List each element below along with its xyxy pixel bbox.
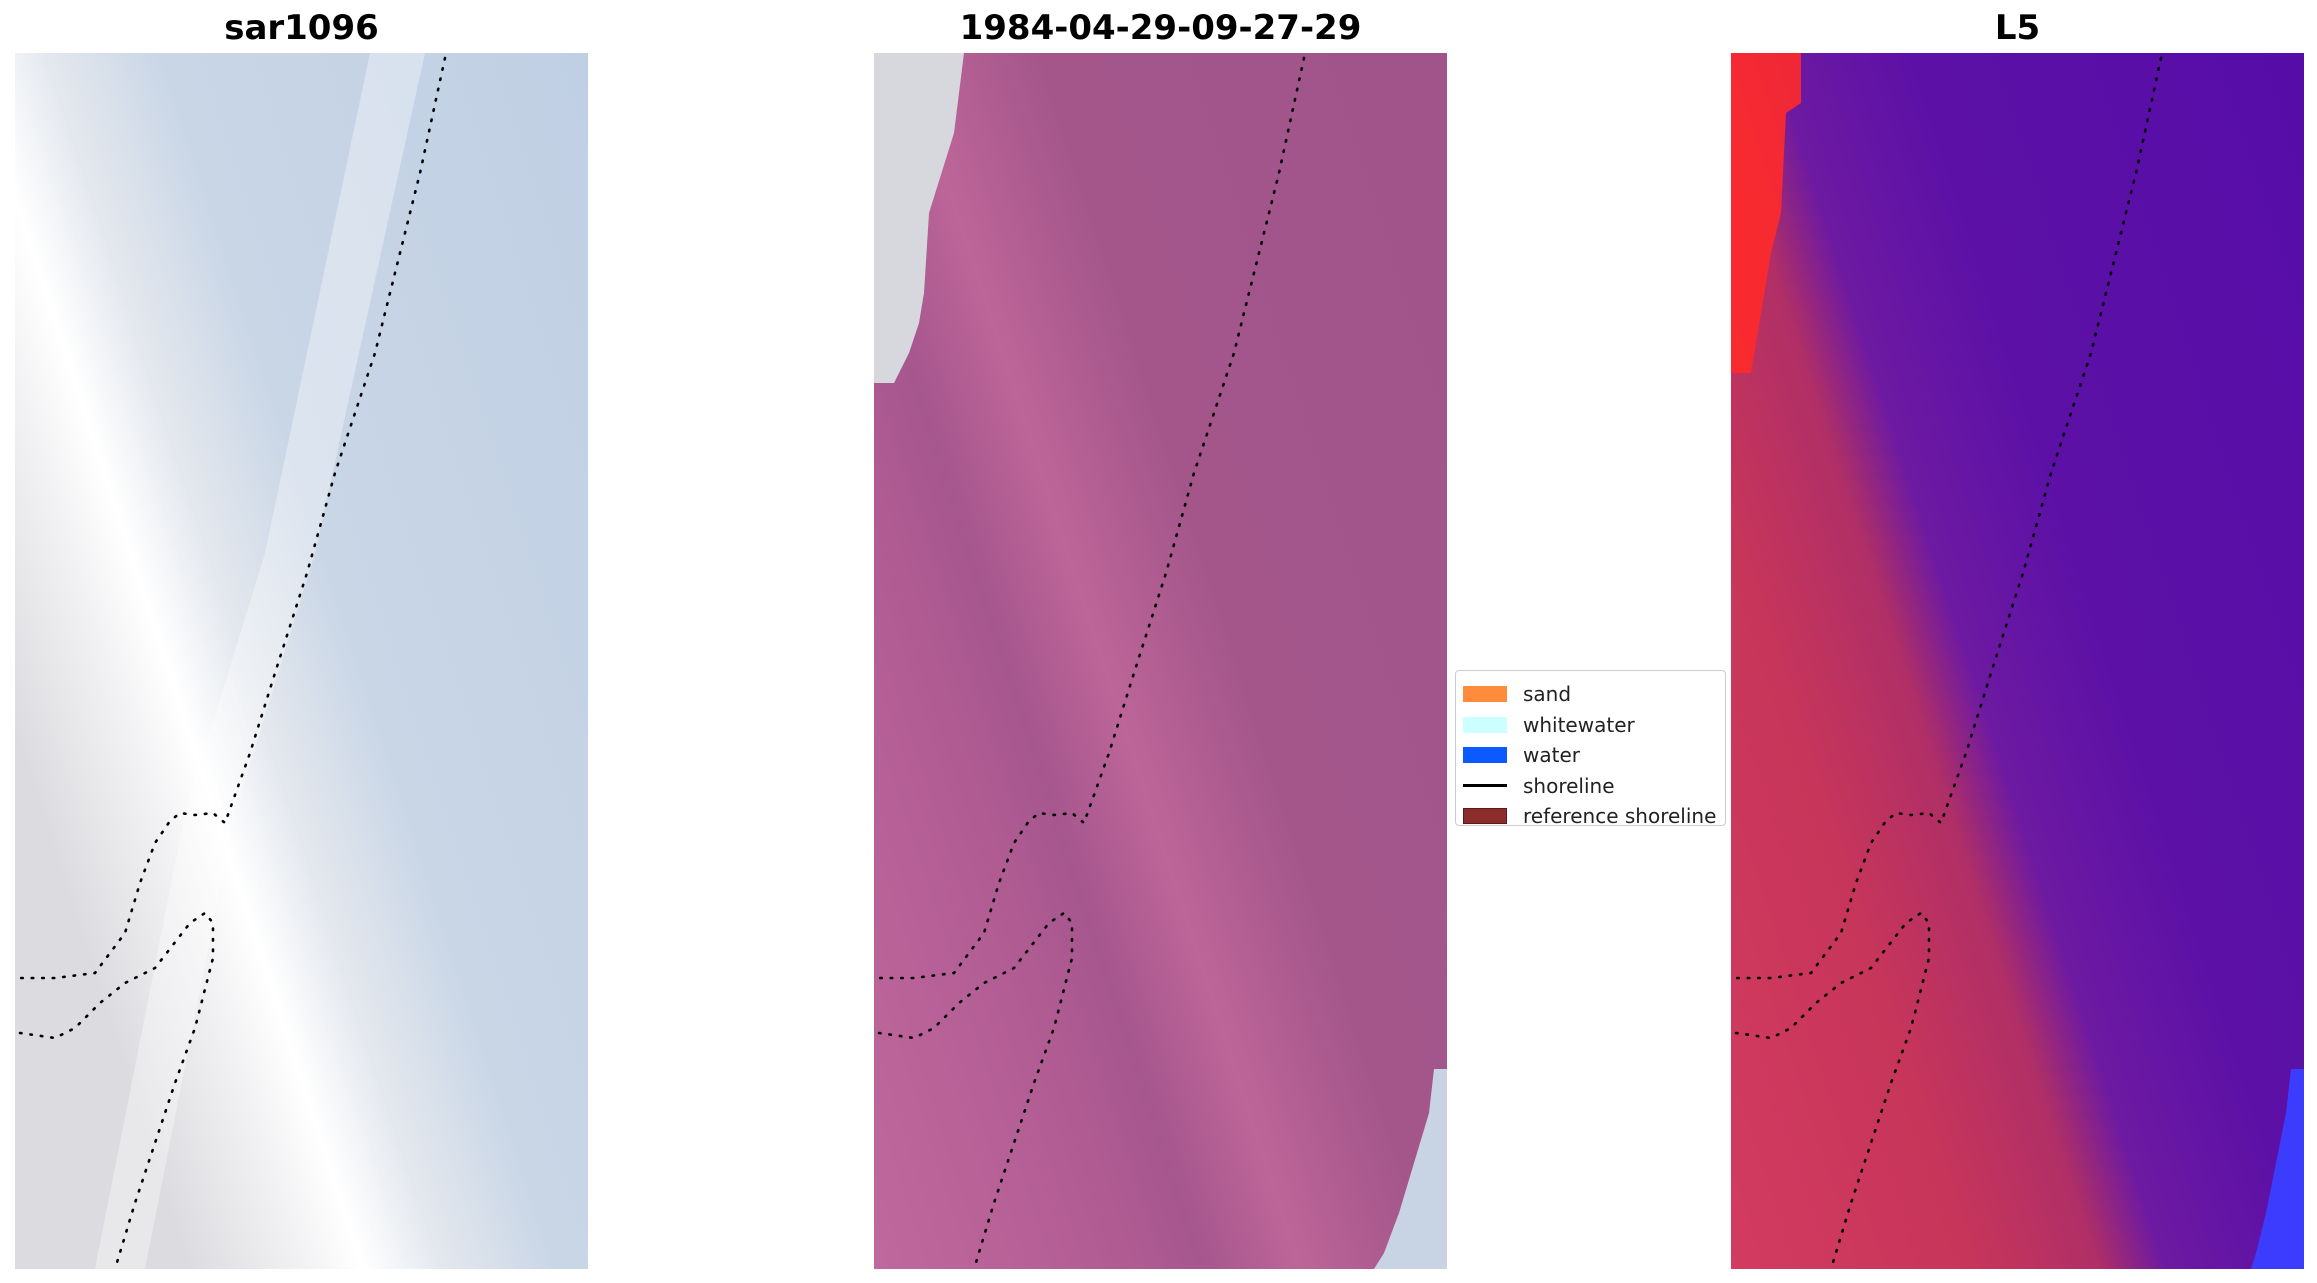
legend-swatch-sand <box>1463 686 1507 703</box>
panel-title-date: 1984-04-29-09-27-29 <box>959 8 1362 48</box>
legend-label-shoreline: shoreline <box>1523 773 1615 798</box>
legend-item-shoreline: shoreline <box>1463 771 1717 802</box>
legend-line-shoreline <box>1463 784 1507 788</box>
l5-image-panel <box>1731 53 2304 1269</box>
sar-image-panel <box>15 53 588 1269</box>
l5-shoreline-overlay <box>1731 53 2304 1269</box>
sar-shoreline-overlay <box>18 53 447 1269</box>
legend-label-reference-shoreline: reference shoreline <box>1523 804 1717 829</box>
panel-title-sar: sar1096 <box>224 8 379 48</box>
legend-item-water: water <box>1463 740 1717 771</box>
legend-label-water: water <box>1523 743 1580 768</box>
classified-image-panel <box>874 53 1447 1269</box>
legend-label-sand: sand <box>1523 682 1572 707</box>
legend-swatch-whitewater <box>1463 716 1507 733</box>
classified-shoreline-overlay <box>874 53 1447 1269</box>
legend-swatch-reference-shoreline <box>1463 808 1507 825</box>
legend-swatch-water <box>1463 747 1507 764</box>
legend-item-whitewater: whitewater <box>1463 710 1717 741</box>
legend-label-whitewater: whitewater <box>1523 712 1635 737</box>
legend-item-sand: sand <box>1463 679 1717 710</box>
panel-title-l5: L5 <box>1994 8 2041 48</box>
legend-item-reference-shoreline: reference shoreline <box>1463 801 1717 832</box>
legend: sand whitewater water shoreline referenc… <box>1455 670 1726 828</box>
